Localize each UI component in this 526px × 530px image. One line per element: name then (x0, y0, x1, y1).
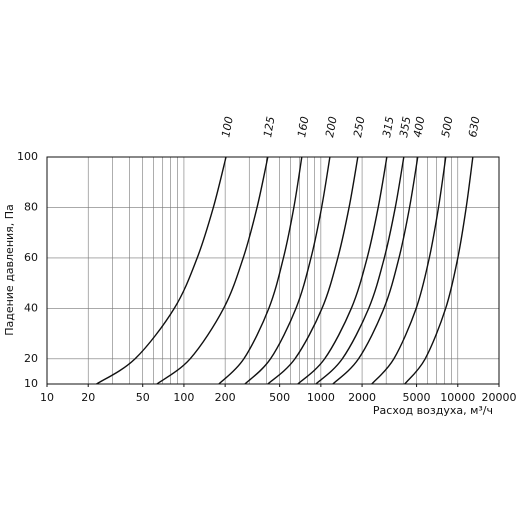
y-tick-label: 100 (17, 150, 38, 163)
x-tick-label: 5000 (403, 391, 431, 404)
curve (267, 156, 359, 385)
x-tick-label: 100 (173, 391, 194, 404)
x-tick-label: 500 (269, 391, 290, 404)
series-label: 355 (397, 115, 413, 138)
x-axis-title: Расход воздуха, м³/ч (373, 404, 493, 417)
y-tick-label: 10 (24, 377, 38, 390)
series-label: 100 (219, 115, 235, 138)
y-tick-label: 20 (24, 352, 38, 365)
curve (96, 156, 227, 385)
curve (332, 156, 419, 385)
curve (218, 156, 303, 385)
x-tick-label: 50 (136, 391, 150, 404)
curve (156, 156, 269, 385)
x-tick-label: 20 (81, 391, 95, 404)
series-label: 200 (323, 115, 339, 138)
series-label: 125 (261, 115, 277, 138)
plot-frame (46, 156, 500, 385)
x-tick-label: 20000 (482, 391, 517, 404)
curve (244, 156, 331, 385)
series-label: 250 (351, 115, 367, 138)
y-axis-title: Падение давления, Па (3, 204, 16, 336)
curve (404, 156, 474, 385)
curve (315, 156, 405, 385)
x-tick-label: 200 (215, 391, 236, 404)
x-tick-label: 1000 (307, 391, 335, 404)
series-label: 630 (466, 115, 482, 138)
series-label: 315 (380, 115, 396, 138)
y-tick-label: 60 (24, 251, 38, 264)
y-tick-label: 40 (24, 301, 38, 314)
x-tick-label: 10000 (440, 391, 475, 404)
series-label: 500 (439, 115, 455, 138)
series-label: 400 (411, 115, 427, 138)
curve (371, 156, 447, 385)
y-tick-label: 80 (24, 200, 38, 213)
x-tick-label: 2000 (348, 391, 376, 404)
curve (297, 156, 388, 385)
series-label: 160 (295, 115, 311, 138)
x-tick-label: 10 (40, 391, 54, 404)
